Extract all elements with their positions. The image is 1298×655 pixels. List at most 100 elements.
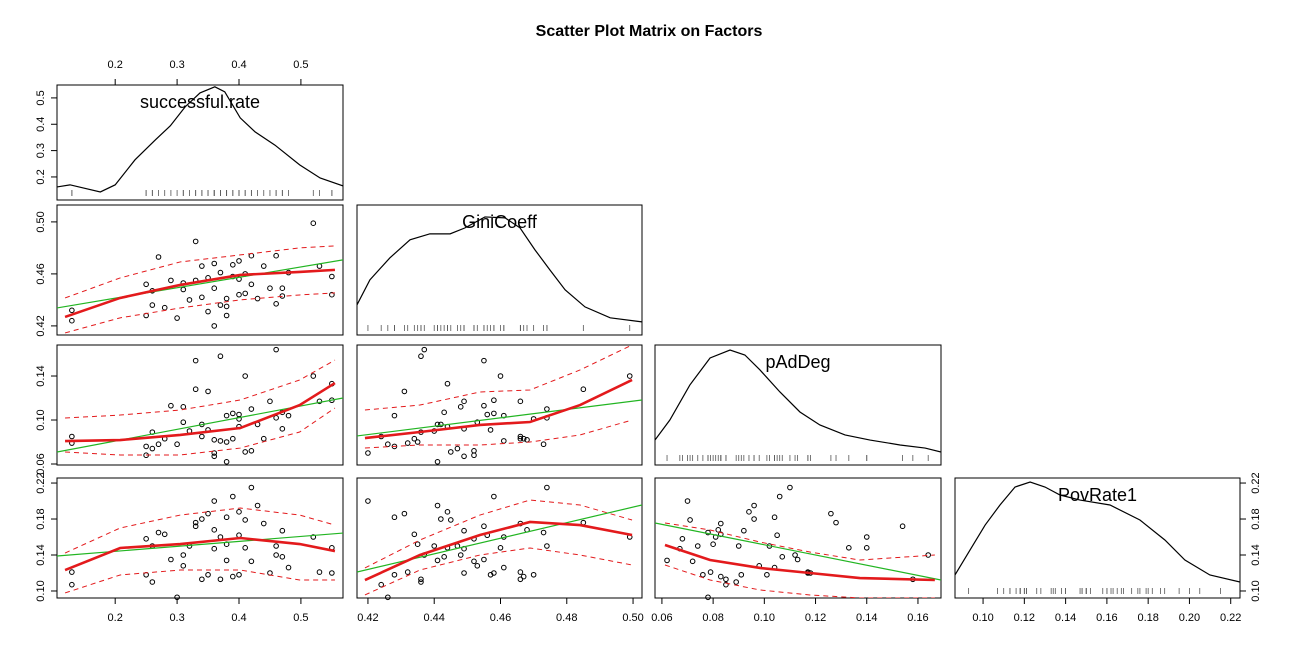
point — [863, 545, 870, 551]
point — [497, 545, 504, 551]
point — [310, 534, 317, 540]
point — [434, 502, 441, 509]
point — [517, 569, 524, 575]
point — [491, 493, 497, 500]
point — [69, 317, 75, 324]
point — [447, 517, 454, 523]
point — [414, 541, 421, 548]
y-tick-label: 0.50 — [35, 211, 47, 232]
point — [517, 398, 524, 405]
smooth-band-lower — [64, 292, 335, 334]
point — [273, 252, 279, 259]
point — [273, 346, 279, 353]
point — [267, 285, 273, 292]
point — [230, 410, 236, 417]
point — [484, 411, 491, 418]
x-tick-label: 0.14 — [856, 612, 877, 624]
point — [155, 529, 162, 536]
y-tick-label: 0.10 — [1250, 580, 1262, 601]
point — [217, 302, 224, 308]
point — [242, 449, 248, 455]
point — [192, 386, 199, 393]
x-tick-label: 0.4 — [231, 59, 246, 71]
point — [501, 438, 507, 444]
x-tick-label: 0.42 — [357, 612, 378, 624]
point — [457, 552, 464, 558]
panel-frame — [56, 344, 344, 466]
point — [438, 516, 444, 522]
smooth-band-lower — [664, 564, 935, 598]
point — [474, 562, 481, 569]
point — [242, 373, 248, 379]
point — [267, 398, 273, 405]
point — [365, 498, 371, 504]
panel-frame — [954, 477, 1241, 599]
point — [481, 402, 487, 409]
smooth-band-upper — [64, 507, 336, 554]
point — [230, 493, 236, 500]
point — [461, 453, 467, 460]
point — [149, 445, 156, 452]
panel-frame — [356, 344, 643, 466]
point — [223, 312, 230, 319]
x-tick-label: 0.48 — [556, 612, 577, 624]
point — [580, 386, 587, 393]
density-line — [955, 481, 1240, 583]
x-tick-label: 0.20 — [1179, 612, 1200, 624]
point — [520, 573, 527, 580]
point — [540, 529, 547, 536]
x-tick-label: 0.16 — [907, 612, 928, 624]
point — [242, 517, 248, 523]
y-tick-label: 0.3 — [35, 143, 47, 158]
point — [491, 570, 497, 576]
smooth-line — [64, 268, 336, 319]
point — [211, 527, 218, 533]
point — [260, 435, 267, 442]
point — [434, 421, 441, 428]
point — [211, 260, 218, 267]
point — [279, 293, 286, 299]
smooth-band-lower — [64, 569, 335, 594]
smooth-band-upper — [364, 345, 633, 411]
linear-fit — [357, 504, 642, 573]
point — [487, 427, 494, 433]
point — [254, 502, 261, 509]
point — [718, 573, 724, 580]
variable-name: PovRate1 — [1058, 485, 1137, 505]
point — [211, 453, 218, 460]
point — [517, 576, 524, 583]
point — [391, 514, 398, 521]
point — [411, 531, 418, 538]
point — [242, 290, 248, 297]
x-tick-label: 0.12 — [1014, 612, 1035, 624]
point — [211, 450, 218, 456]
x-tick-label: 0.10 — [972, 612, 993, 624]
point — [217, 438, 224, 444]
point — [168, 277, 174, 284]
chart-title: Scatter Plot Matrix on Factors — [536, 23, 763, 40]
point — [461, 527, 467, 534]
point — [155, 254, 162, 260]
point — [199, 294, 205, 301]
panel-frame — [356, 477, 643, 599]
point — [205, 510, 211, 517]
point — [751, 502, 757, 509]
point — [223, 295, 230, 302]
point — [143, 443, 149, 450]
point — [544, 406, 550, 412]
x-tick-label: 0.4 — [231, 612, 246, 624]
point — [544, 543, 550, 549]
point — [192, 523, 199, 530]
point — [217, 269, 224, 276]
point — [779, 554, 786, 560]
point — [143, 281, 149, 288]
linear-fit — [357, 399, 642, 437]
point — [285, 412, 292, 419]
point — [715, 527, 722, 533]
panel-frame — [56, 477, 344, 599]
point — [69, 569, 75, 575]
point — [447, 449, 454, 455]
panel-frame — [356, 204, 643, 336]
point — [205, 388, 211, 395]
